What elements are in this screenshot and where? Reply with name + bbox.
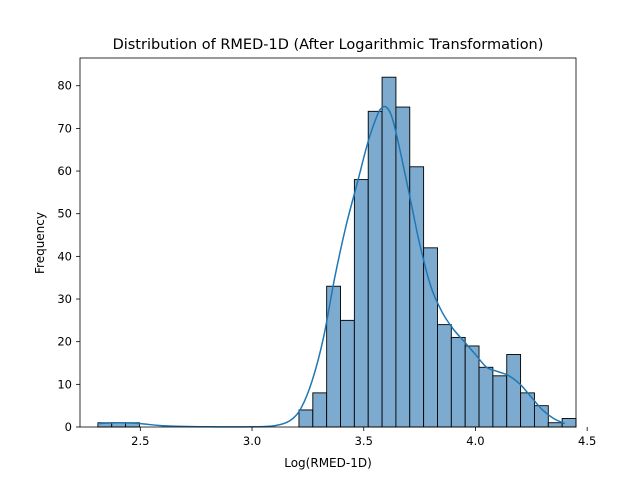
y-tick-label: 80 [57,79,72,93]
y-axis-ticks: 0 10 20 30 40 50 60 70 80 [57,79,80,434]
histogram-bar [312,392,328,428]
x-tick-label: 3.5 [355,434,373,448]
kde-curve [97,105,566,428]
y-tick-label: 50 [57,207,72,221]
y-tick-label: 20 [57,335,72,349]
x-axis-ticks: 2.5 3.0 3.5 4.0 4.5 [131,427,596,448]
histogram-bar [547,422,563,428]
y-tick-label: 30 [57,292,72,306]
histogram-bar [464,345,480,428]
y-tick-label: 60 [57,164,72,178]
y-tick-label: 40 [57,249,72,263]
histogram-bar [340,319,355,428]
x-tick-label: 3.0 [243,434,261,448]
histogram-bar [353,179,369,428]
x-tick-label: 4.5 [578,434,596,448]
histogram-bar [478,366,494,428]
y-tick-label: 0 [65,420,72,434]
histogram-bar [381,76,397,428]
histogram-bar [367,110,383,428]
histogram-bar [395,106,411,428]
x-tick-label: 2.5 [131,434,149,448]
histogram-bar [423,247,438,428]
histogram-bar [450,336,466,428]
histogram-bar [298,409,314,428]
x-tick-label: 4.0 [466,434,484,448]
x-axis-label: Log(RMED-1D) [284,456,372,470]
histogram-bar [492,375,508,428]
histogram-bar [506,354,522,428]
y-axis-label: Frequency [33,212,47,274]
y-tick-label: 10 [57,377,72,391]
histogram-bar [437,324,452,428]
chart-title: Distribution of RMED-1D (After Logarithm… [113,37,544,53]
y-tick-label: 70 [57,121,72,135]
axes-frame [79,57,577,428]
